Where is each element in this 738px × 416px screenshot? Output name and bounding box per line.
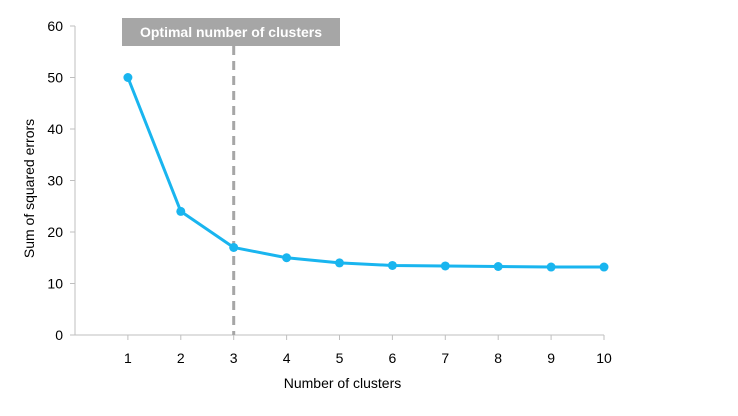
data-point xyxy=(335,258,344,268)
data-point xyxy=(282,253,292,263)
x-axis-ticks: 1 2 3 4 5 6 7 8 9 10 xyxy=(124,335,612,366)
data-point xyxy=(546,262,556,272)
y-axis-label: Sum of squared errors xyxy=(21,119,37,258)
x-tick-label: 5 xyxy=(336,350,344,366)
annotation-label-background xyxy=(122,18,340,46)
data-point xyxy=(229,242,239,252)
x-tick-label: 7 xyxy=(441,350,449,366)
x-tick-label: 8 xyxy=(494,350,502,366)
annotation-group: Optimal number of clusters xyxy=(122,18,340,335)
y-tick-label: 20 xyxy=(47,224,63,240)
y-tick-label: 60 xyxy=(47,18,63,34)
y-tick-label: 0 xyxy=(55,327,63,343)
y-tick-label: 40 xyxy=(47,121,63,137)
series-points xyxy=(123,73,609,272)
data-point xyxy=(599,262,609,272)
series-line xyxy=(126,76,604,269)
data-point xyxy=(387,260,397,270)
data-point xyxy=(440,261,450,271)
y-tick-label: 50 xyxy=(47,70,63,86)
y-tick-label: 10 xyxy=(47,276,63,292)
data-point xyxy=(493,262,503,272)
x-tick-label: 2 xyxy=(177,350,185,366)
y-axis-ticks: 0 10 20 30 40 50 60 xyxy=(47,18,75,343)
x-tick-label: 6 xyxy=(389,350,397,366)
x-tick-label: 1 xyxy=(124,350,132,366)
x-tick-label: 4 xyxy=(283,350,291,366)
x-tick-label: 9 xyxy=(547,350,555,366)
annotation-label: Optimal number of clusters xyxy=(140,24,322,40)
data-point xyxy=(176,206,186,216)
data-point xyxy=(123,73,133,82)
x-tick-label: 10 xyxy=(596,350,612,366)
x-tick-label: 3 xyxy=(230,350,238,366)
x-axis-label: Number of clusters xyxy=(284,375,401,391)
y-tick-label: 30 xyxy=(47,173,63,189)
